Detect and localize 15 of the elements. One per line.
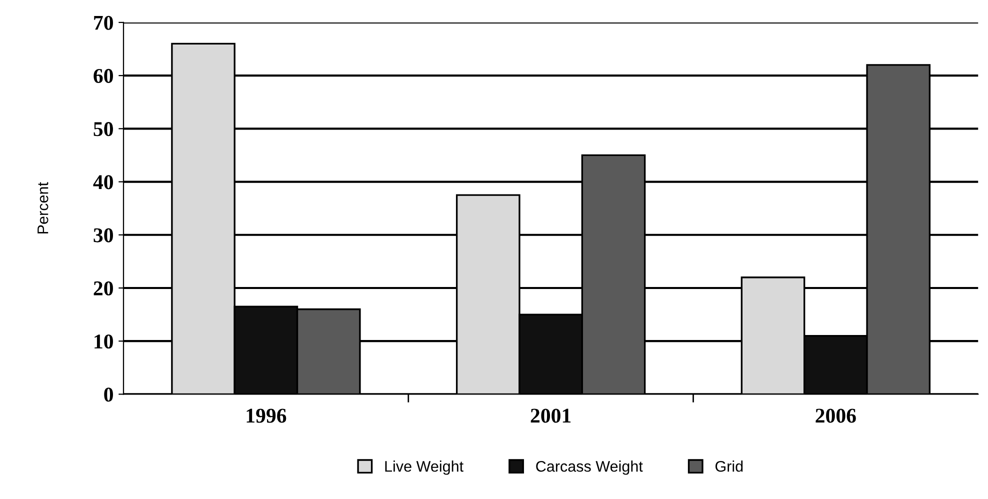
- y-tick-label: 70: [94, 16, 113, 30]
- y-axis-title: Percent: [38, 182, 48, 234]
- y-tick-label: 60: [94, 68, 113, 83]
- y-tick-label: 30: [94, 228, 113, 242]
- legend-label: Grid: [715, 460, 743, 472]
- y-tick-label: 0: [104, 388, 113, 402]
- y-tick-label: 10: [94, 334, 113, 349]
- legend-label: Live Weight: [385, 460, 464, 475]
- y-tick-label: 50: [94, 122, 113, 136]
- y-tick-label: 40: [93, 175, 113, 190]
- y-tick-label: 20: [94, 281, 113, 296]
- legend-label: Carcass Weight: [536, 460, 643, 475]
- x-tick-label: 2001: [530, 408, 571, 423]
- x-tick-label: 1996: [246, 408, 286, 423]
- x-tick-label: 2006: [816, 408, 856, 423]
